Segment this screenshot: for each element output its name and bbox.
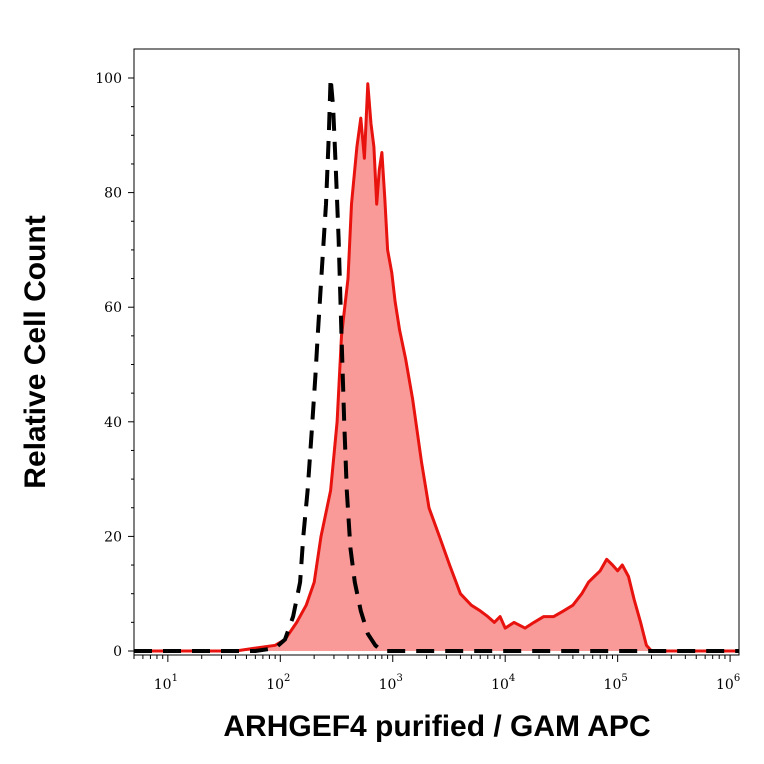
ticks: 0 20 40 60 80 100 101 102 103 104 105 106 — [95, 71, 740, 693]
x-tick-label-3: 104 — [491, 673, 515, 693]
series-0-line — [134, 82, 739, 653]
x-tick-label-4: 105 — [604, 673, 628, 693]
y-tick-label-2: 40 — [104, 415, 122, 431]
y-tick-label-4: 80 — [104, 186, 122, 202]
y-tick-label-5: 100 — [95, 71, 122, 87]
x-tick-label-5: 106 — [716, 673, 740, 693]
y-axis-title: Relative Cell Count — [19, 215, 52, 488]
plot-area — [134, 76, 739, 653]
x-tick-label-1: 102 — [266, 673, 290, 693]
series-0-area — [134, 83, 739, 651]
y-tick-label-3: 60 — [104, 300, 122, 316]
x-tick-label-2: 103 — [379, 673, 403, 693]
x-axis-title: ARHGEF4 purified / GAM APC — [223, 710, 650, 743]
y-tick-label-1: 20 — [104, 529, 122, 545]
series-1-line — [134, 76, 739, 653]
axes — [133, 48, 740, 656]
y-tick-label-0: 0 — [113, 644, 122, 660]
x-tick-label-0: 101 — [154, 673, 178, 693]
plot-frame — [133, 48, 740, 656]
